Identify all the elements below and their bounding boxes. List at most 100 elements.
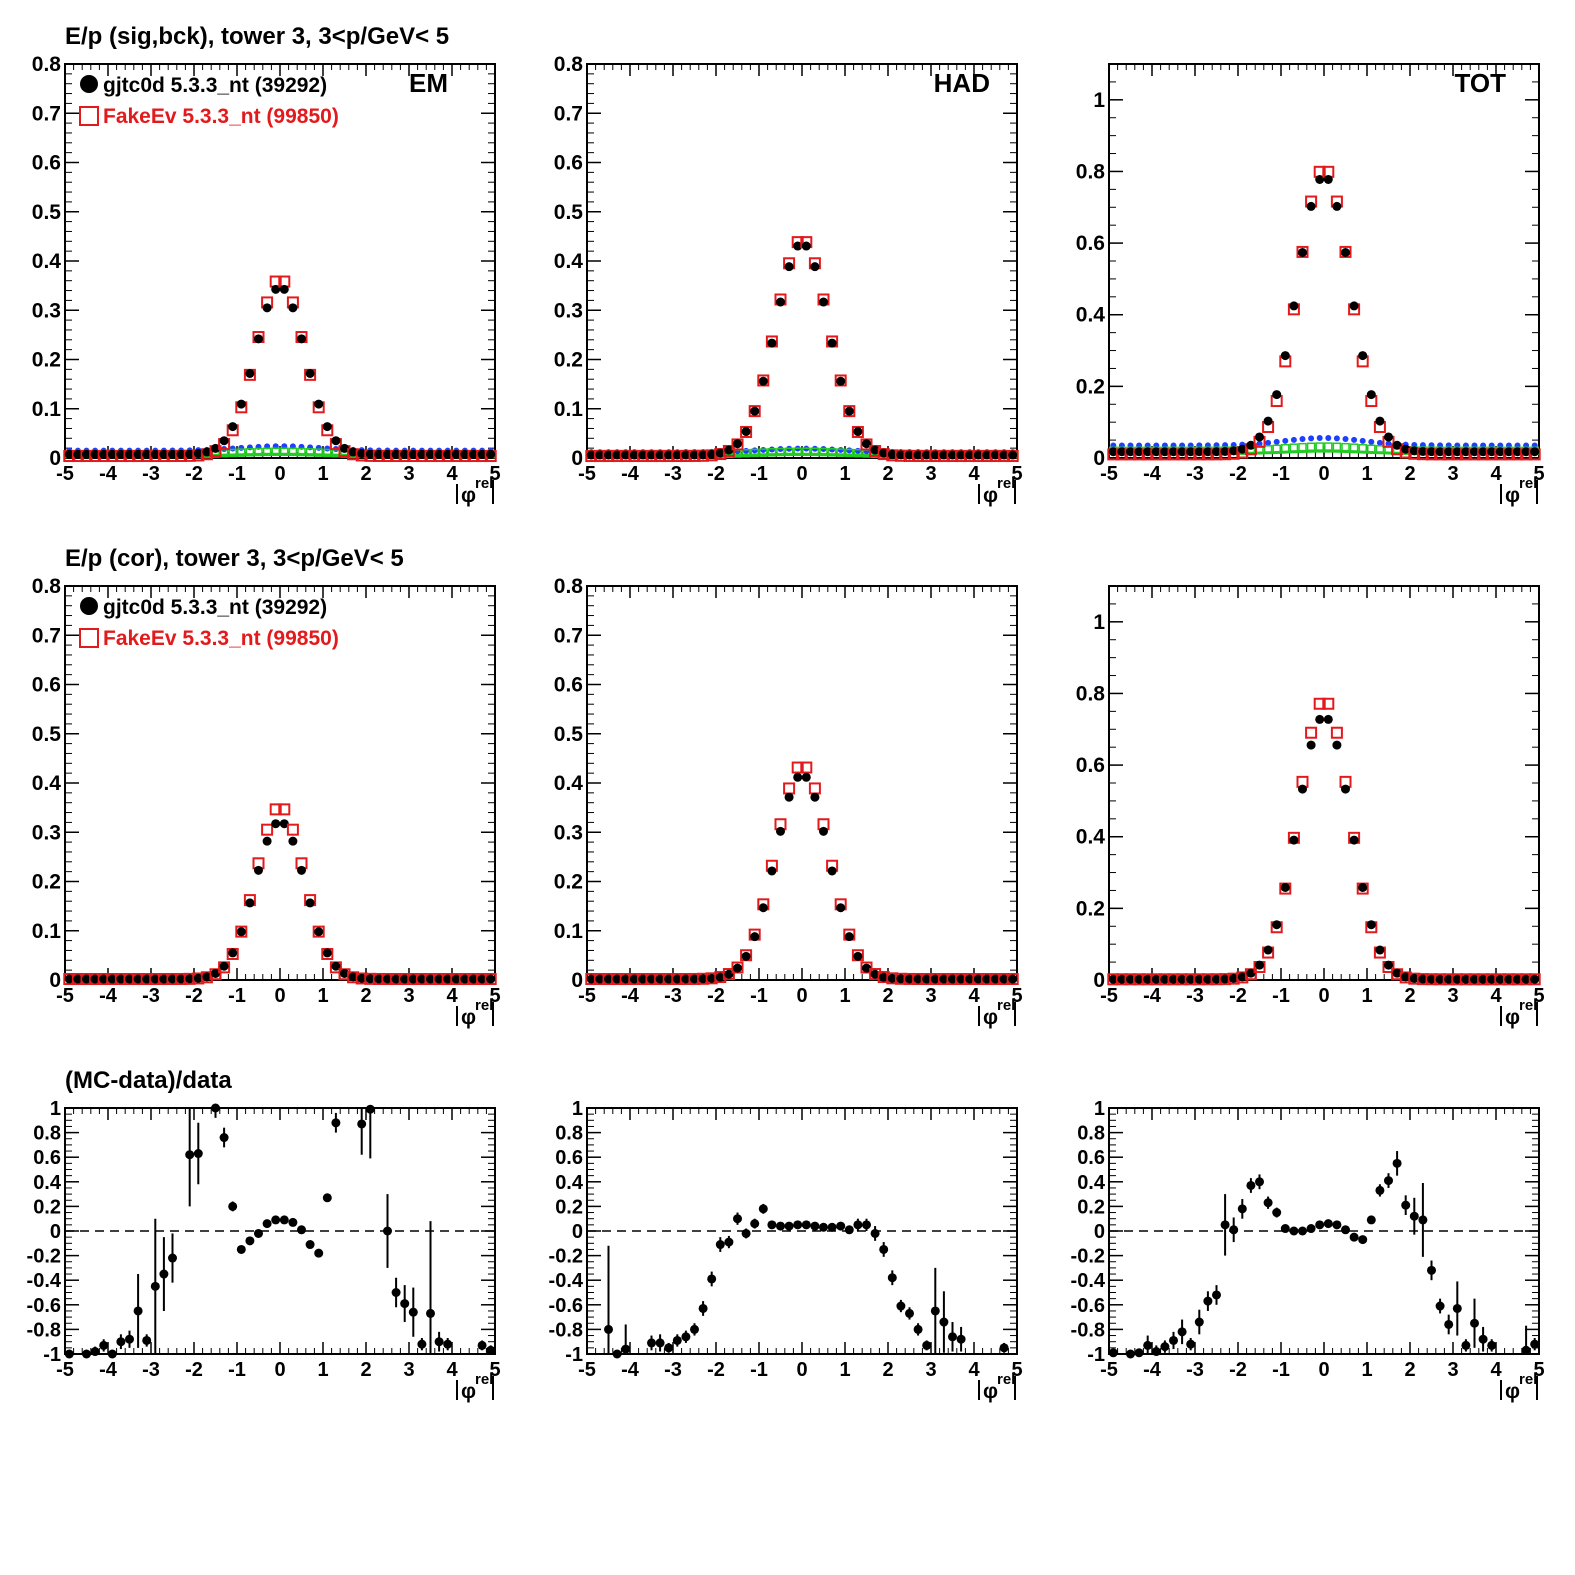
data-point (1186, 1339, 1196, 1349)
data-point (621, 450, 631, 460)
panel-r0c1: -5 -4 -3 -2 -1 0 1 2 3 4 5 0 0.1 0.2 0.3 0.4 0.5 0.6 0.7 0.… (554, 53, 1023, 507)
y-tick-label: 0.2 (554, 349, 583, 372)
data-point (107, 449, 117, 459)
data-point (1513, 974, 1522, 984)
data-point (434, 974, 444, 984)
data-point (348, 447, 358, 457)
data-point (271, 1215, 281, 1225)
data-point (417, 974, 427, 984)
data-point (715, 1240, 725, 1250)
data-point (168, 1253, 177, 1263)
x-tick-label: 3 (403, 985, 414, 1007)
x-tick-label: -2 (185, 1359, 203, 1381)
data-point (741, 427, 751, 437)
data-point (905, 974, 914, 984)
x-tick-label: 5 (1533, 463, 1544, 485)
data-point (288, 1217, 298, 1227)
x-tick-label: -2 (707, 463, 725, 485)
data-point (1306, 740, 1316, 750)
data-point (733, 963, 742, 973)
background-mc-point (1341, 442, 1350, 452)
x-tick-label: -1 (1272, 985, 1290, 1007)
x-tick-label: 1 (839, 985, 850, 1007)
background-mc-point (1281, 443, 1290, 453)
y-tick-label: 1 (1094, 1098, 1105, 1120)
data-point (279, 284, 289, 294)
background-data-point (315, 444, 322, 451)
background-mc-point (1298, 442, 1307, 452)
background-data-point (238, 444, 245, 451)
data-point (426, 974, 435, 984)
data-point (647, 450, 656, 460)
data-point (1194, 1317, 1204, 1327)
mc-point (200, 971, 213, 984)
data-point (383, 974, 392, 984)
x-tick-label: -1 (750, 463, 768, 485)
data-point (793, 772, 803, 782)
data-point (664, 974, 674, 984)
data-point (1418, 446, 1428, 456)
data-point (125, 974, 134, 984)
x-tick-label: -5 (1100, 463, 1118, 485)
data-point (1366, 1215, 1376, 1225)
data-point (305, 898, 315, 908)
data-point (1203, 447, 1213, 457)
data-point (1461, 447, 1471, 457)
background-data-point (1282, 437, 1289, 444)
data-point (297, 1225, 306, 1235)
background-mc-point (262, 447, 272, 457)
data-point (1478, 447, 1488, 457)
data-point (451, 974, 461, 984)
data-point (1504, 447, 1514, 457)
background-data-point (1333, 435, 1340, 442)
data-point (647, 1338, 656, 1348)
data-point (1358, 351, 1368, 361)
data-point (228, 948, 238, 958)
data-point (185, 1150, 195, 1160)
data-point (793, 1220, 803, 1230)
data-point (930, 450, 940, 460)
y-tick-label: 1 (1093, 89, 1105, 112)
data-point (1169, 447, 1178, 457)
y-tick-label: 0.7 (554, 102, 583, 125)
x-tick-label: -3 (142, 985, 160, 1007)
data-point (262, 1219, 272, 1229)
data-point (142, 1335, 152, 1345)
data-point (90, 974, 100, 984)
background-data-point (1325, 434, 1332, 441)
data-point (862, 963, 871, 973)
x-tick-label: 2 (882, 463, 893, 485)
data-point (724, 1237, 734, 1247)
data-point (862, 1220, 871, 1230)
y-tick-label: 0.4 (1076, 304, 1106, 327)
background-data-point (846, 447, 853, 454)
background-data-point (743, 447, 750, 454)
data-point (477, 449, 487, 459)
data-point (391, 449, 401, 459)
legend-label-data: gjtc0d 5.3.3_nt (39292) (103, 596, 327, 619)
data-point (305, 1240, 315, 1250)
mc-point (851, 425, 864, 438)
data-point (1427, 447, 1436, 457)
data-point (715, 972, 725, 982)
data-point (331, 436, 341, 446)
data-point (1177, 447, 1187, 457)
data-point (348, 972, 358, 982)
x-tick-label: 4 (446, 1359, 458, 1381)
row-title-cor: E/p (cor), tower 3, 3<p/GeV< 5 (65, 545, 404, 572)
background-data-point (1273, 438, 1280, 445)
data-point (1521, 447, 1531, 457)
data-point (853, 951, 863, 961)
x-tick-label: 5 (1533, 1359, 1544, 1381)
data-point (159, 974, 169, 984)
data-point (638, 974, 648, 984)
data-point (1117, 974, 1127, 984)
background-mc-point (827, 448, 837, 457)
data-point (64, 1349, 74, 1359)
data-point (1332, 740, 1342, 750)
background-mc-point (228, 448, 237, 458)
y-tick-label: 0.8 (1076, 160, 1106, 183)
data-point (922, 1340, 932, 1350)
mc-point (312, 925, 325, 938)
mc-point (791, 761, 804, 774)
